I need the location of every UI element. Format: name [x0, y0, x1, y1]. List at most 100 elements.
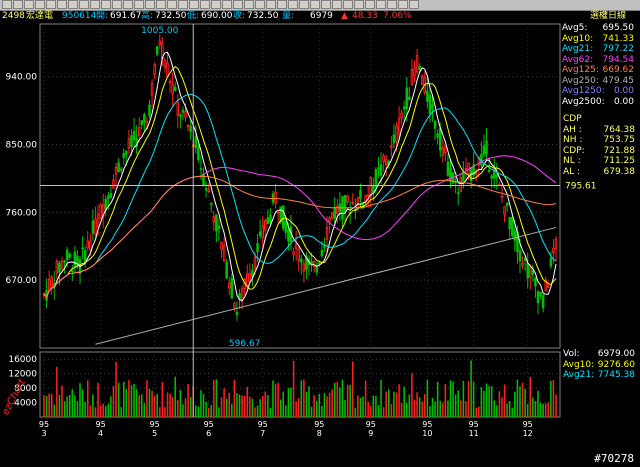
month-tick-label: 8	[317, 429, 322, 438]
volume-value: 6979	[310, 11, 333, 21]
toolbar-button[interactable]	[288, 0, 298, 9]
volume-bar	[310, 406, 313, 417]
toolbar-button[interactable]	[178, 0, 188, 9]
toolbar-button[interactable]	[13, 0, 23, 9]
volume-bar	[86, 380, 89, 417]
candle-body	[81, 247, 84, 250]
toolbar-button[interactable]	[398, 0, 408, 9]
candle-body	[47, 278, 51, 292]
candle-body	[547, 285, 550, 288]
volume-bar	[200, 390, 202, 417]
candle-body	[284, 220, 288, 233]
volume-bar	[274, 383, 277, 417]
candle-body	[186, 124, 190, 127]
toolbar-button[interactable]	[112, 0, 122, 9]
toolbar-button[interactable]	[167, 0, 177, 9]
toolbar-button[interactable]	[35, 0, 45, 9]
candle-body	[541, 294, 545, 309]
candle-body	[163, 60, 167, 68]
high-label: 高:	[141, 11, 154, 21]
volume-bar	[218, 407, 220, 417]
candle-body	[390, 145, 393, 148]
toolbar-button[interactable]	[211, 0, 221, 9]
candle-body	[202, 173, 205, 186]
cdp-row-value: 711.25	[603, 156, 636, 166]
volume-bar	[264, 391, 267, 417]
toolbar-button[interactable]	[68, 0, 78, 9]
candle-body	[189, 126, 192, 132]
toolbar-button[interactable]	[145, 0, 155, 9]
toolbar-button[interactable]	[332, 0, 342, 9]
toolbar-button[interactable]	[266, 0, 276, 9]
volume-bar	[349, 384, 351, 417]
toolbar-button[interactable]	[233, 0, 243, 9]
toolbar-button[interactable]	[255, 0, 265, 9]
volume-bar	[117, 382, 120, 417]
volume-bar	[498, 391, 501, 417]
candle-body	[269, 214, 272, 223]
volume-bar	[544, 403, 547, 417]
candlestick-chart[interactable]: 940.00850.00760.00670.001600012000800040…	[0, 22, 640, 467]
toolbar-button[interactable]	[244, 0, 254, 9]
ma-legend-item: Avg1250: 0.00	[562, 86, 634, 97]
toolbar-button[interactable]	[343, 0, 353, 9]
year-tick-label: 95	[422, 420, 432, 429]
ma-legend-item-value: 0.00	[613, 86, 634, 96]
volume-bar	[305, 391, 308, 417]
quote-info-bar: 2498 宏達電 950614 開: 691.67 高: 732.50 低: 6…	[0, 11, 640, 22]
volume-bar	[156, 393, 158, 417]
candle-body	[410, 69, 414, 85]
toolbar-button[interactable]	[387, 0, 397, 9]
toolbar-button[interactable]	[299, 0, 309, 9]
volume-bar	[514, 391, 516, 417]
month-tick-label: 3	[41, 429, 46, 438]
toolbar-button[interactable]	[310, 0, 320, 9]
candle-body	[351, 201, 355, 205]
volume-bar	[159, 407, 161, 417]
toolbar-button[interactable]	[123, 0, 133, 9]
toolbar-button[interactable]	[90, 0, 100, 9]
volume-bar	[333, 382, 336, 417]
toolbar-button[interactable]	[222, 0, 232, 9]
candle-body	[438, 127, 442, 151]
volume-legend: Vol: 6979.00 Avg10: 9276.60 Avg21: 7745.38	[563, 349, 635, 381]
volume-bar	[148, 388, 151, 417]
month-tick-label: 6	[206, 429, 211, 438]
year-tick-label: 95	[39, 420, 49, 429]
toolbar-button[interactable]	[200, 0, 210, 9]
toolbar-button[interactable]	[365, 0, 375, 9]
volume-bar	[249, 396, 251, 417]
candle-body	[395, 125, 398, 142]
volume-bar	[421, 401, 423, 417]
toolbar-button[interactable]	[79, 0, 89, 9]
toolbar-button[interactable]	[101, 0, 111, 9]
candle-body	[125, 150, 128, 155]
toolbar-button[interactable]	[24, 0, 34, 9]
toolbar-button[interactable]	[134, 0, 144, 9]
ma-legend-item-label: Avg5:	[562, 23, 588, 33]
toolbar-button[interactable]	[189, 0, 199, 9]
candle-body	[63, 260, 66, 263]
ma-legend-item-label: Avg21:	[562, 44, 594, 54]
candle-body	[117, 162, 120, 172]
candle-body	[500, 195, 504, 198]
candle-body	[428, 94, 432, 114]
volume-bar	[470, 360, 472, 417]
volume-bar	[195, 405, 197, 417]
cdp-row: NH : 753.75	[563, 135, 635, 146]
toolbar-button[interactable]	[46, 0, 56, 9]
volume-bar	[63, 401, 66, 417]
candle-body	[94, 218, 97, 235]
toolbar-button[interactable]	[376, 0, 386, 9]
volume-bar	[130, 385, 133, 417]
volume-bar	[354, 407, 357, 417]
toolbar-button[interactable]	[277, 0, 287, 9]
candle-body	[539, 291, 542, 296]
toolbar-button[interactable]	[321, 0, 331, 9]
toolbar-button[interactable]	[57, 0, 67, 9]
toolbar-button[interactable]	[354, 0, 364, 9]
toolbar-button[interactable]	[409, 0, 419, 9]
toolbar-button[interactable]	[156, 0, 166, 9]
volume-bar	[403, 386, 405, 417]
toolbar-button[interactable]	[2, 0, 12, 9]
